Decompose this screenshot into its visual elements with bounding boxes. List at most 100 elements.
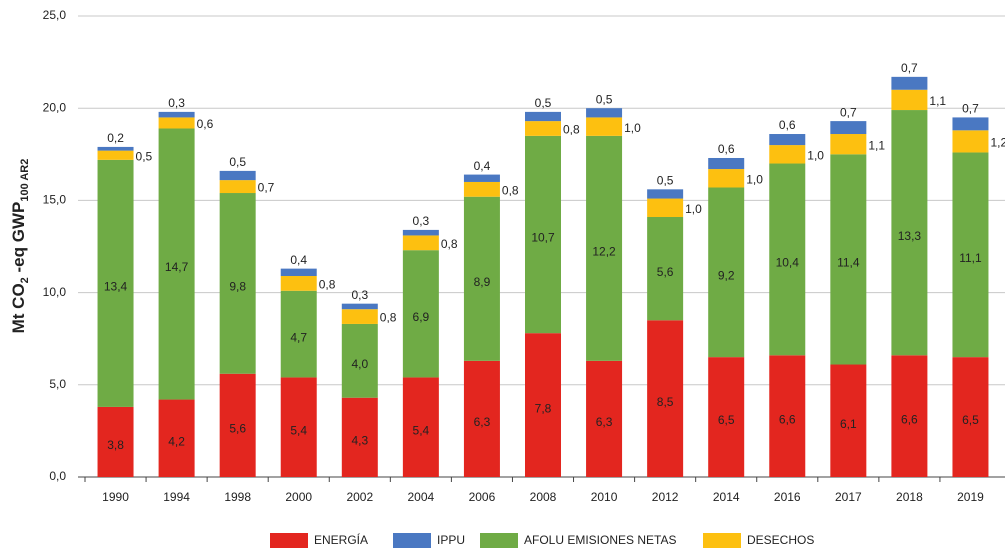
x-tick-label: 2004 (408, 490, 435, 504)
bar-segment (647, 216, 684, 321)
x-tick-label: 1990 (102, 490, 129, 504)
value-label: 1,0 (685, 202, 702, 216)
bar-segment (586, 135, 623, 361)
value-label: 4,7 (290, 330, 307, 344)
legend-swatch (480, 533, 518, 548)
bar-segment (219, 180, 256, 194)
bar-segment (219, 170, 256, 181)
value-label: 0,6 (779, 118, 796, 132)
bar-segment (708, 157, 745, 170)
x-tick-label: 2014 (713, 490, 740, 504)
bar-segment (647, 198, 684, 217)
y-tick-label: 10,0 (43, 285, 67, 299)
value-label: 0,8 (441, 237, 458, 251)
bar-segment (952, 117, 989, 131)
value-label: 0,5 (535, 96, 552, 110)
bar-segment (219, 193, 256, 374)
value-label: 0,6 (197, 117, 214, 131)
bar-segment (463, 181, 500, 197)
bar-segment (830, 154, 867, 365)
value-label: 11,4 (837, 256, 860, 270)
bar-segment (402, 235, 439, 251)
bar-segment (158, 117, 195, 129)
value-label: 5,6 (229, 422, 246, 436)
value-label: 0,5 (136, 149, 153, 163)
bar-segment (525, 333, 561, 477)
value-label: 0,6 (718, 142, 735, 156)
legend-swatch (393, 533, 431, 548)
bar-segment (952, 357, 989, 477)
value-label: 0,4 (290, 253, 307, 267)
value-label: 4,3 (351, 434, 368, 448)
bar-segment (525, 135, 561, 334)
value-label: 0,8 (502, 184, 519, 198)
x-tick-label: 2018 (896, 490, 923, 504)
legend-label: ENERGÍA (314, 532, 368, 547)
bar-segment (402, 250, 439, 378)
bar-segment (891, 89, 928, 111)
bar-segment (708, 169, 745, 188)
legend-swatch (703, 533, 741, 548)
bar-segment (341, 309, 378, 324)
bar-segment (647, 189, 684, 199)
value-label: 1,0 (746, 172, 763, 186)
value-label: 12,2 (592, 245, 616, 259)
bar-segment (891, 355, 928, 477)
bar-segment (463, 360, 500, 477)
bar-segment (97, 146, 134, 151)
bar-segment (830, 364, 867, 477)
bar-segment (158, 399, 195, 477)
value-label: 6,5 (718, 413, 735, 427)
bar-segment (891, 110, 928, 356)
bar-segment (402, 377, 439, 477)
value-label: 1,0 (807, 148, 824, 162)
value-label: 0,8 (380, 311, 397, 325)
x-tick-label: 1998 (224, 490, 251, 504)
x-tick-label: 1994 (163, 490, 190, 504)
bar-segment (341, 303, 378, 310)
bar-segment (280, 276, 317, 291)
legend-label: DESECHOS (747, 533, 814, 547)
bar-segment (158, 128, 195, 400)
x-tick-label: 2017 (835, 490, 862, 504)
legend-swatch (270, 533, 308, 548)
value-label: 0,4 (474, 159, 491, 173)
value-label: 10,7 (531, 231, 555, 245)
bar-segment (830, 121, 867, 135)
bar-segment (97, 406, 134, 477)
bar-segment (952, 130, 989, 153)
x-tick-label: 2019 (957, 490, 984, 504)
bar-segment (647, 320, 684, 477)
value-label: 3,8 (107, 438, 124, 452)
bar-segment (463, 196, 500, 361)
value-label: 5,4 (413, 423, 430, 437)
value-label: 1,1 (868, 138, 885, 152)
value-label: 0,2 (107, 131, 124, 145)
value-label: 6,3 (474, 415, 491, 429)
value-label: 0,5 (596, 92, 613, 106)
y-label-part: 2 (19, 277, 31, 283)
bar-segment (525, 121, 561, 136)
bar-segment (280, 268, 317, 277)
x-tick-label: 2016 (774, 490, 801, 504)
value-label: 5,6 (657, 265, 674, 279)
bar-segment (769, 145, 806, 164)
value-label: 6,6 (901, 412, 918, 426)
y-tick-label: 25,0 (43, 8, 67, 22)
bar-segment (341, 323, 378, 398)
value-label: 0,8 (563, 123, 580, 137)
value-label: 0,5 (657, 174, 674, 188)
value-label: 1,0 (624, 121, 641, 135)
bar-segment (586, 117, 623, 136)
value-label: 8,5 (657, 395, 674, 409)
bar-segment (952, 152, 989, 358)
bar-segment (586, 108, 623, 118)
value-label: 0,7 (962, 102, 979, 116)
bar-segment (280, 290, 317, 378)
value-label: 6,5 (962, 413, 979, 427)
value-label: 14,7 (165, 260, 189, 274)
y-label-part: 100 AR2 (19, 159, 31, 202)
x-tick-label: 2006 (469, 490, 496, 504)
value-label: 4,2 (168, 434, 185, 448)
